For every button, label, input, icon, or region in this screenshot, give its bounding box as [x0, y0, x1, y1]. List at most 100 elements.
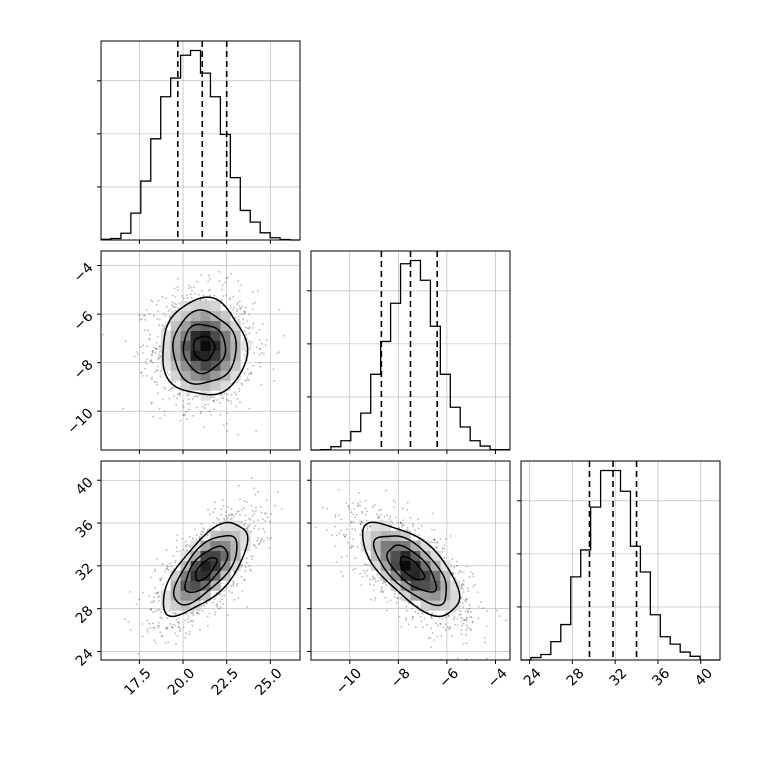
- sample-point: [190, 293, 192, 295]
- sample-point: [141, 375, 144, 377]
- sample-point: [243, 372, 246, 375]
- density-cell: [430, 550, 441, 561]
- sample-point: [208, 274, 210, 277]
- sample-point: [208, 528, 211, 531]
- sample-point: [459, 570, 461, 572]
- density-cell: [230, 360, 241, 371]
- sample-point: [418, 534, 420, 537]
- density-cell: [230, 540, 241, 551]
- sample-point: [156, 624, 159, 627]
- sample-point: [430, 627, 432, 630]
- sample-point: [265, 339, 268, 342]
- sample-point: [241, 590, 244, 593]
- sample-point: [398, 615, 401, 618]
- sample-point: [205, 602, 208, 604]
- density-cell: [160, 350, 172, 361]
- y-tick-label-p2: 24: [73, 646, 97, 670]
- sample-point: [431, 512, 434, 515]
- sample-point: [270, 512, 273, 515]
- sample-point: [191, 537, 194, 540]
- sample-point: [239, 498, 241, 501]
- y-tick-label-p1: −6: [71, 308, 97, 334]
- sample-point: [352, 513, 355, 516]
- density-cell: [420, 550, 431, 561]
- sample-point: [258, 542, 261, 545]
- sample-point: [237, 510, 240, 513]
- sample-point: [431, 541, 433, 543]
- sample-point: [472, 585, 475, 588]
- sample-point: [161, 296, 164, 298]
- y-tick-label-p1: −4: [71, 260, 97, 286]
- sample-point: [144, 367, 147, 370]
- sample-point: [462, 606, 465, 608]
- sample-point: [256, 539, 259, 542]
- sample-point: [399, 521, 402, 524]
- sample-point: [241, 521, 243, 523]
- density-cell: [420, 560, 431, 571]
- contour-2sigma: [162, 296, 249, 396]
- sample-point: [187, 615, 190, 617]
- sample-point: [238, 305, 241, 307]
- density-cell: [380, 560, 391, 571]
- density-panel-p1-p2: [307, 460, 511, 664]
- sample-point: [153, 380, 156, 383]
- sample-point: [187, 287, 190, 290]
- sample-point: [350, 546, 353, 549]
- sample-point: [414, 626, 417, 629]
- sample-point: [356, 546, 359, 548]
- y-tick-label-p1: −8: [71, 357, 97, 383]
- sample-point: [248, 332, 251, 335]
- sample-point: [202, 527, 205, 529]
- sample-point: [202, 298, 205, 300]
- sample-point: [137, 353, 139, 356]
- sample-point: [451, 571, 454, 574]
- sample-point: [456, 657, 459, 660]
- histogram-p0: [101, 49, 300, 241]
- sample-point: [218, 607, 220, 610]
- sample-point: [225, 277, 228, 280]
- sample-point: [357, 505, 359, 508]
- sample-point: [200, 274, 202, 276]
- sample-point: [326, 529, 328, 532]
- sample-point: [213, 294, 216, 297]
- density-cell: [210, 330, 221, 341]
- sample-point: [151, 361, 154, 364]
- sample-point: [460, 596, 463, 599]
- x-tick-label-p0: 25.0: [252, 665, 285, 698]
- sample-point: [362, 569, 365, 572]
- sample-point: [237, 315, 240, 318]
- sample-point: [155, 348, 157, 350]
- sample-point: [498, 615, 501, 618]
- sample-point: [159, 616, 162, 619]
- sample-point: [429, 637, 432, 639]
- sample-point: [276, 491, 279, 494]
- sample-point: [129, 590, 132, 593]
- sample-point: [449, 627, 452, 630]
- sample-point: [481, 607, 484, 609]
- sample-point: [167, 389, 170, 391]
- sample-point: [141, 623, 144, 625]
- sample-point: [159, 345, 162, 348]
- sample-point: [158, 595, 161, 598]
- sample-point: [220, 513, 223, 516]
- sample-point: [399, 521, 402, 524]
- sample-point: [194, 292, 197, 295]
- sample-point: [187, 408, 190, 411]
- sample-point: [465, 642, 468, 644]
- sample-point: [412, 525, 415, 528]
- sample-point: [485, 657, 488, 660]
- sample-point: [235, 393, 237, 396]
- sample-point: [232, 583, 235, 586]
- y-tick-label-p2: 28: [73, 603, 97, 627]
- sample-point: [465, 617, 468, 620]
- sample-point: [446, 626, 449, 628]
- sample-point: [181, 537, 184, 540]
- sample-point: [169, 308, 172, 311]
- density-cell: [430, 570, 441, 581]
- sample-point: [163, 414, 166, 416]
- sample-point: [207, 508, 209, 511]
- sample-point: [258, 329, 261, 331]
- sample-point: [175, 309, 177, 312]
- sample-point: [186, 621, 189, 623]
- sample-point: [254, 301, 257, 304]
